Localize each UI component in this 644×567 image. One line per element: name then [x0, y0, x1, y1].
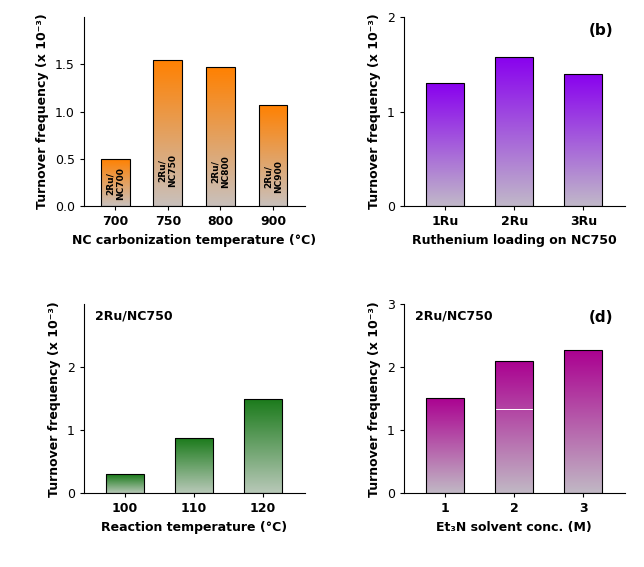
Text: (b): (b)	[589, 23, 614, 37]
Text: 2Ru/
NC800: 2Ru/ NC800	[211, 155, 230, 188]
Bar	[153, 60, 182, 206]
Text: 2Ru/NC750: 2Ru/NC750	[415, 310, 493, 323]
Text: 2Ru/
NC900: 2Ru/ NC900	[263, 160, 283, 193]
Y-axis label: Turnover frequency (x 10⁻³): Turnover frequency (x 10⁻³)	[36, 14, 49, 209]
X-axis label: Reaction temperature (°C): Reaction temperature (°C)	[101, 521, 287, 534]
X-axis label: Ruthenium loading on NC750: Ruthenium loading on NC750	[412, 234, 617, 247]
Text: 2Ru/NC750: 2Ru/NC750	[95, 310, 173, 323]
Bar	[564, 350, 602, 493]
Text: 2Ru/
NC700: 2Ru/ NC700	[106, 167, 125, 200]
X-axis label: Et₃N solvent conc. (M): Et₃N solvent conc. (M)	[437, 521, 592, 534]
Bar	[244, 399, 282, 493]
Bar	[426, 397, 464, 493]
Bar	[495, 361, 533, 493]
Bar	[106, 475, 144, 493]
Bar	[101, 159, 129, 206]
Bar	[564, 74, 602, 206]
Text: (d): (d)	[589, 310, 614, 325]
Bar	[206, 67, 235, 206]
Y-axis label: Turnover frequency (x 10⁻³): Turnover frequency (x 10⁻³)	[48, 301, 61, 497]
Y-axis label: Turnover frequency (x 10⁻³): Turnover frequency (x 10⁻³)	[368, 301, 381, 497]
Bar	[426, 83, 464, 206]
Bar	[258, 105, 287, 206]
Bar	[175, 438, 213, 493]
Bar	[495, 57, 533, 206]
X-axis label: NC carbonization temperature (°C): NC carbonization temperature (°C)	[72, 234, 316, 247]
Y-axis label: Turnover frequency (x 10⁻³): Turnover frequency (x 10⁻³)	[368, 14, 381, 209]
Text: 2Ru/
NC750: 2Ru/ NC750	[158, 154, 178, 187]
